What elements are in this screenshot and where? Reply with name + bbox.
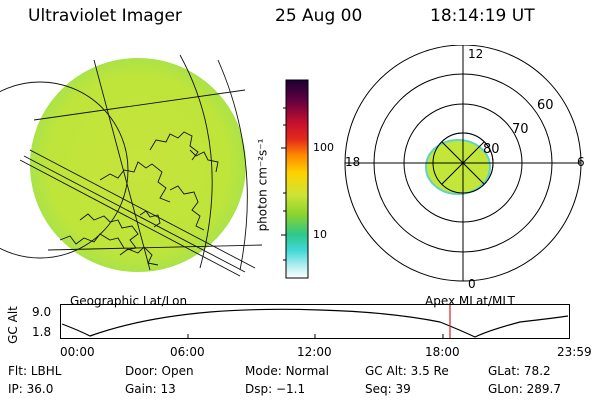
altitude-plot	[60, 304, 570, 339]
colorbar-gradient	[285, 79, 309, 279]
altitude-xtick-0600: 06:00	[170, 345, 205, 359]
info-dsp: Dsp: −1.1	[245, 382, 306, 396]
auroral-oval-emission	[425, 139, 491, 195]
mlt-spokes	[345, 45, 581, 281]
altitude-curve	[61, 308, 569, 338]
coastline-outlines	[59, 131, 219, 266]
colorbar-tick-100: 100	[313, 141, 334, 154]
info-door: Door: Open	[125, 364, 194, 378]
info-mode: Mode: Normal	[245, 364, 329, 378]
altitude-xtick-1200: 12:00	[297, 345, 332, 359]
polar-mlt-plot: 60 70 80	[344, 45, 582, 282]
geographic-image	[0, 54, 263, 277]
colorbar-unit-label: photon cm⁻²s⁻¹	[255, 138, 270, 232]
altitude-xtick-1800: 18:00	[425, 345, 460, 359]
lat-label-60: 60	[537, 98, 554, 113]
info-glon: GLon: 289.7	[488, 382, 561, 396]
info-glat: GLat: 78.2	[488, 364, 551, 378]
mlt-label-6: 6	[577, 155, 585, 169]
altitude-xtick-2359: 23:59	[557, 345, 592, 359]
altitude-ytick-1-8: 1.8	[32, 325, 52, 339]
info-gc-alt: GC Alt: 3.5 Re	[365, 364, 449, 378]
image-time: 18:14:19 UT	[430, 6, 535, 26]
instrument-title: Ultraviolet Imager	[28, 6, 182, 26]
mlt-label-0: 0	[468, 277, 476, 291]
image-date: 25 Aug 00	[275, 6, 363, 26]
geographic-grid	[0, 54, 263, 277]
altitude-xtick-0000: 00:00	[60, 345, 95, 359]
mlt-label-18: 18	[345, 155, 361, 169]
altitude-ylabel: GC Alt	[5, 306, 20, 344]
colorbar-tick-10: 10	[313, 228, 327, 241]
mlt-label-12: 12	[468, 47, 484, 61]
lat-label-70: 70	[512, 122, 529, 137]
earth-disk-emission	[30, 58, 246, 272]
colorbar	[281, 79, 309, 279]
info-flt: Flt: LBHL	[8, 364, 62, 378]
info-gain: Gain: 13	[125, 382, 176, 396]
altitude-ytick-9: 9.0	[32, 305, 52, 319]
info-seq: Seq: 39	[365, 382, 411, 396]
info-ip: IP: 36.0	[8, 382, 54, 396]
lat-label-80: 80	[483, 142, 500, 157]
